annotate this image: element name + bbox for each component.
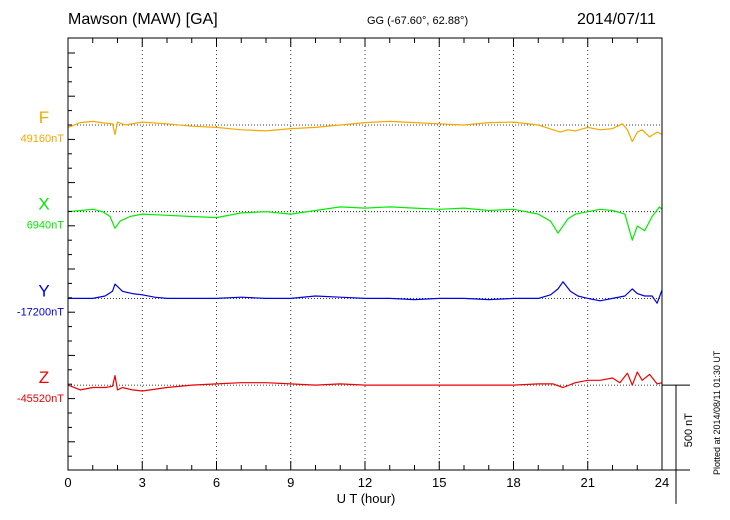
series-z xyxy=(67,371,663,392)
scale-bar: 500 nT xyxy=(662,384,695,504)
series-name-y: Y xyxy=(38,281,49,300)
series-lines xyxy=(67,120,663,392)
x-tick-label: 15 xyxy=(432,475,446,490)
gridlines xyxy=(141,38,589,470)
baseline-value-f: 49160nT xyxy=(21,133,65,145)
series-name-f: F xyxy=(39,108,49,127)
scale-bar-label: 500 nT xyxy=(683,413,695,448)
series-f xyxy=(67,120,663,143)
x-tick-label: 24 xyxy=(655,475,669,490)
x-tick-label: 6 xyxy=(213,475,220,490)
series-x xyxy=(67,206,663,241)
plotted-timestamp: Plotted at 2014/08/11 01:30 UT xyxy=(712,350,722,475)
x-tick-label: 21 xyxy=(581,475,595,490)
baseline-value-x: 6940nT xyxy=(27,220,65,232)
x-tick-label: 3 xyxy=(139,475,146,490)
series-name-x: X xyxy=(38,195,49,214)
x-axis-label: U T (hour) xyxy=(337,491,396,506)
station-title: Mawson (MAW) [GA] xyxy=(68,11,218,28)
x-tick-label: 12 xyxy=(358,475,372,490)
x-tick-label: 18 xyxy=(506,475,520,490)
baseline-value-y: -17200nT xyxy=(17,306,64,318)
series-labels: F 49160nT X 6940nT Y -17200nT Z -45520nT xyxy=(17,108,64,405)
series-name-z: Z xyxy=(39,368,49,387)
baseline-value-z: -45520nT xyxy=(17,393,64,405)
series-y xyxy=(68,281,663,304)
x-tick-label: 0 xyxy=(64,475,71,490)
x-tick-label: 9 xyxy=(287,475,294,490)
coordinates: GG (-67.60°, 62.88°) xyxy=(367,15,469,27)
x-axis: 0 3 6 9 12 15 18 21 24 xyxy=(64,38,669,490)
date-label: 2014/07/11 xyxy=(577,11,656,28)
